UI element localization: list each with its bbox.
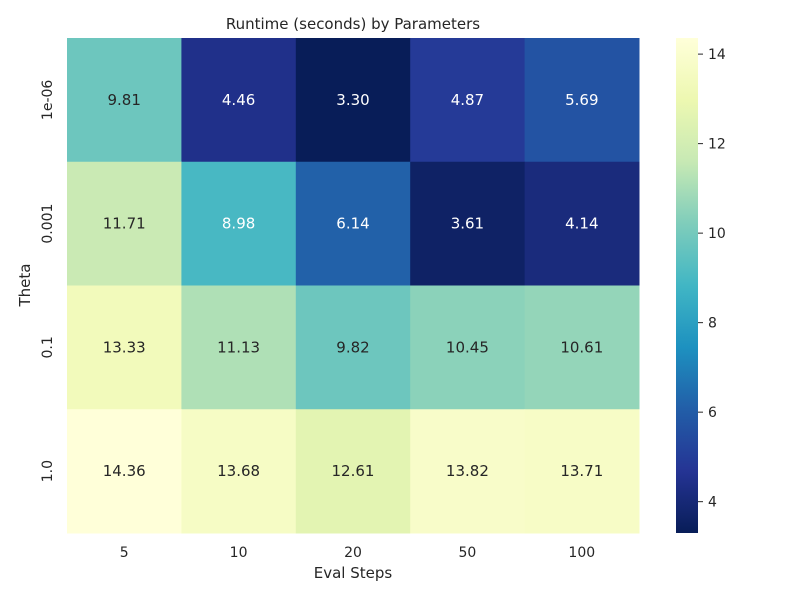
heatmap-cell xyxy=(524,285,640,410)
heatmap-cell xyxy=(181,409,297,534)
colorbar-tick-label: 14 xyxy=(708,47,726,63)
cell-value-label: 8.98 xyxy=(222,215,255,233)
heatmap-cell xyxy=(410,285,526,410)
cell-value-label: 11.71 xyxy=(103,215,146,233)
cell-value-label: 13.33 xyxy=(103,338,146,356)
heatmap-cell xyxy=(295,409,411,534)
y-tick-label: 0.001 xyxy=(40,204,56,244)
heatmap-cell xyxy=(524,409,640,534)
heatmap-cell xyxy=(67,38,182,163)
heatmap-cell xyxy=(181,285,297,410)
y-axis-ticks: 1e-06 0.001 0.1 1.0 xyxy=(40,80,56,483)
cell-value-label: 10.61 xyxy=(560,338,603,356)
cell-value-label: 4.14 xyxy=(565,215,598,233)
colorbar-tick-label: 6 xyxy=(708,405,717,421)
heatmap-cell xyxy=(410,161,526,286)
heatmap-cells xyxy=(67,38,640,534)
chart-title: Runtime (seconds) by Parameters xyxy=(226,15,480,33)
colorbar-tick-label: 8 xyxy=(708,316,717,332)
heatmap-cell xyxy=(410,409,526,534)
x-tick-label: 10 xyxy=(230,545,248,561)
heatmap-cell-labels: 9.81 4.46 3.30 4.87 5.69 11.71 8.98 6.14 3.61 4.1… xyxy=(103,91,604,480)
cell-value-label: 11.13 xyxy=(217,338,260,356)
heatmap-cell xyxy=(410,38,526,163)
heatmap-cell xyxy=(524,161,640,286)
y-tick-label: 0.1 xyxy=(40,336,56,358)
heatmap-cell xyxy=(67,409,182,534)
y-tick-label: 1e-06 xyxy=(40,80,56,120)
cell-value-label: 13.68 xyxy=(217,462,260,480)
heatmap-cell xyxy=(181,161,297,286)
x-tick-label: 50 xyxy=(458,545,476,561)
heatmap-cell xyxy=(295,161,411,286)
cell-value-label: 3.61 xyxy=(451,215,484,233)
heatmap-cell xyxy=(295,285,411,410)
colorbar-ticks: 4 6 8 10 12 14 xyxy=(698,47,726,511)
colorbar xyxy=(676,38,698,533)
heatmap-cell xyxy=(181,38,297,163)
cell-value-label: 9.81 xyxy=(107,91,140,109)
cell-value-label: 13.71 xyxy=(560,462,603,480)
x-axis-ticks: 5 10 20 50 100 xyxy=(120,545,595,561)
cell-value-label: 12.61 xyxy=(332,462,375,480)
cell-value-label: 5.69 xyxy=(565,91,598,109)
cell-value-label: 4.46 xyxy=(222,91,255,109)
cell-value-label: 6.14 xyxy=(336,215,369,233)
cell-value-label: 9.82 xyxy=(336,338,369,356)
colorbar-tick-label: 10 xyxy=(708,226,726,242)
heatmap-cell xyxy=(67,161,182,286)
x-tick-label: 100 xyxy=(568,545,595,561)
heatmap-cell xyxy=(524,38,640,163)
cell-value-label: 4.87 xyxy=(451,91,484,109)
x-tick-label: 5 xyxy=(120,545,129,561)
y-tick-label: 1.0 xyxy=(40,460,56,482)
cell-value-label: 10.45 xyxy=(446,338,489,356)
colorbar-tick-label: 4 xyxy=(708,495,717,511)
x-axis-label: Eval Steps xyxy=(314,564,393,582)
cell-value-label: 13.82 xyxy=(446,462,489,480)
heatmap-cell xyxy=(295,38,411,163)
colorbar-tick-label: 12 xyxy=(708,137,726,153)
y-axis-label: Theta xyxy=(16,264,34,308)
cell-value-label: 14.36 xyxy=(103,462,146,480)
cell-value-label: 3.30 xyxy=(336,91,369,109)
heatmap-cell xyxy=(67,285,182,410)
x-tick-label: 20 xyxy=(344,545,362,561)
